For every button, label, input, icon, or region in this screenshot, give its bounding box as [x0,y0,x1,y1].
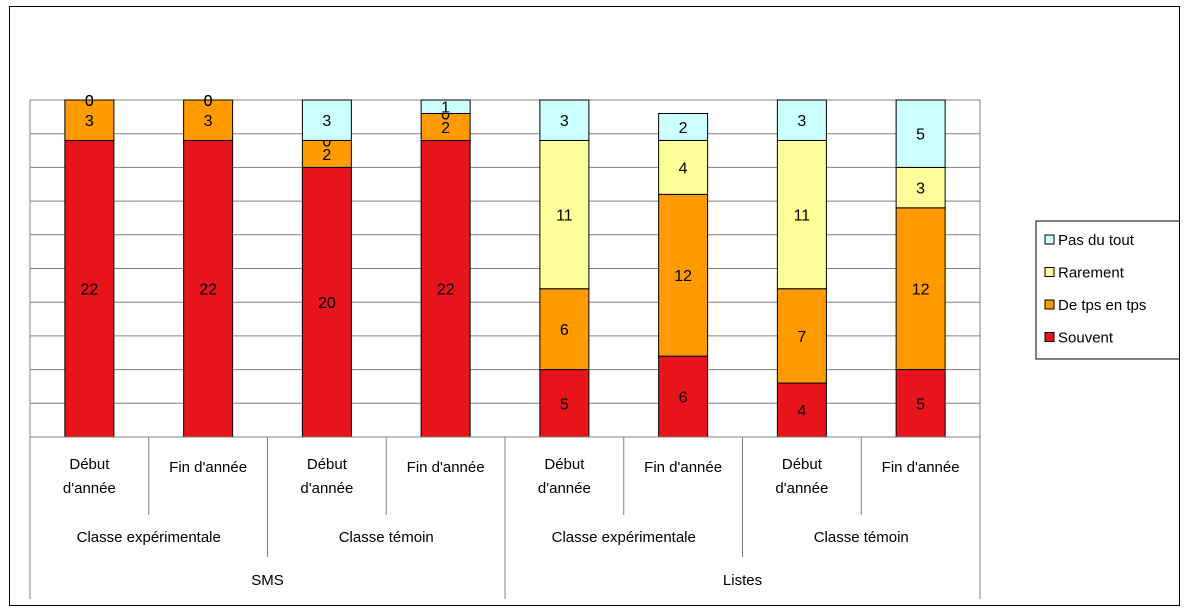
data-label: 2 [679,120,688,137]
legend-swatch [1044,267,1055,277]
bar-segment [895,99,946,168]
data-label: 12 [912,282,930,299]
grid-lines [29,99,981,438]
category-label: d'année [775,480,828,497]
data-label: 3 [916,181,925,198]
data-label: 2 [441,120,450,137]
group-label: Classe témoin [339,529,434,546]
data-label: 6 [560,322,569,339]
supergroup-label: SMS [251,572,284,589]
bar-segment [301,99,352,141]
bar-segment [539,99,590,141]
bar-segment [895,369,946,438]
data-label: 3 [204,113,213,130]
data-label: 0 [204,93,213,110]
stacked-bar-chart: 2230022300202032220156113612424711351235… [29,93,1184,599]
data-label: 11 [794,208,811,225]
category-label: Fin d'année [407,459,485,476]
category-label: Début [307,456,348,473]
bar-segment [658,355,709,438]
legend-box [1035,220,1184,360]
data-label: 3 [85,113,94,130]
data-label: 7 [797,329,806,346]
category-label: d'année [300,480,353,497]
category-label: Fin d'année [169,459,247,476]
data-label: 3 [322,113,331,130]
data-label: 20 [318,295,336,312]
bar-segment [539,139,590,290]
legend-entry: De tps en tps [1058,297,1146,314]
category-label: Début [69,456,110,473]
bar-segment [776,99,827,141]
data-label: 22 [80,282,98,299]
data-label: 0 [85,93,94,110]
bar-segment [420,112,471,141]
category-label: Fin d'année [882,459,960,476]
data-label: 5 [916,396,925,413]
data-label: 22 [437,282,455,299]
data-label: 12 [674,268,692,285]
group-label: Classe témoin [814,529,909,546]
bar-segment [895,207,946,371]
group-label: Classe expérimentale [77,529,221,546]
data-label: 4 [679,160,688,177]
legend-entry: Pas du tout [1058,232,1135,249]
legend-entry: Rarement [1058,265,1125,282]
legend-swatch [1044,332,1055,342]
bar-segment [301,166,352,438]
category-label: Fin d'année [644,459,722,476]
category-axis: Début d'année Fin d'année Début d'année Fin d… [29,436,981,599]
data-label: 0 [441,106,450,123]
bar-segment [420,99,471,114]
bar-segment [658,112,709,141]
data-label: 0 [204,93,213,110]
bar-segment [183,99,234,141]
category-label: d'année [63,480,116,497]
category-label: Début [782,456,823,473]
legend: Pas du tout Rarement De tps en tps Souvent [1035,220,1184,360]
data-label: 6 [679,390,688,407]
data-label: 2 [322,147,331,164]
group-label: Classe expérimentale [552,529,696,546]
data-label: 4 [797,403,806,420]
legend-swatch [1044,234,1055,245]
data-label: 11 [556,208,573,225]
bar-segment [658,193,709,357]
bar-segment [776,288,827,384]
supergroup-label: Listes [723,572,762,589]
data-label: 3 [797,113,806,130]
data-label: 5 [560,396,569,413]
bar-segment [64,99,115,141]
legend-entry: Souvent [1058,330,1114,347]
data-label: 5 [916,127,925,144]
legend-swatch [1044,299,1055,310]
category-label: d'année [538,480,591,497]
bar-segment [420,139,471,438]
data-label: 22 [199,282,217,299]
data-label: 1 [441,100,450,117]
data-label: 0 [322,133,331,150]
bar-segment [776,382,827,438]
category-label: Début [544,456,585,473]
data-label: 0 [85,93,94,110]
chart-frame: 22 3 0 0 22 3 0 0 20 2 0 3 22 2 0 1 5 6 11 3 6 12 4 2 4 7 11 3 5 12 3 5… [9,6,1184,606]
data-label: 3 [560,113,569,130]
